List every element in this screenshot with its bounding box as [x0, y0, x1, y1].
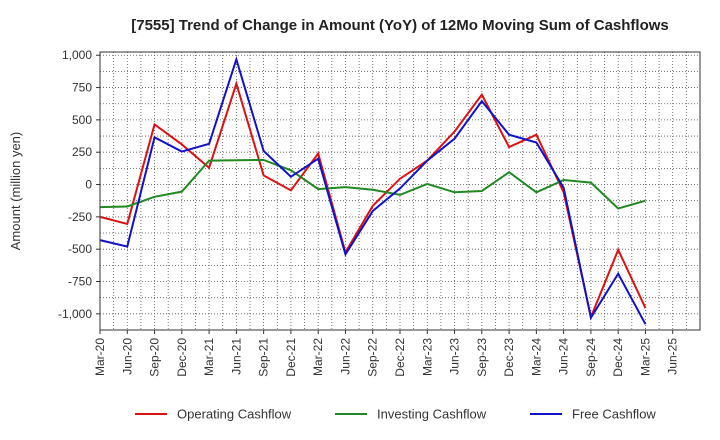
x-tick-label: Sep-24	[584, 338, 598, 377]
x-tick-label: Sep-22	[366, 338, 380, 377]
y-tick-label: 0	[85, 178, 92, 192]
series-layer	[99, 55, 647, 325]
x-tick-label: Dec-24	[611, 338, 625, 377]
x-tick-label: Dec-21	[284, 338, 298, 377]
y-axis-label: Amount (million yen)	[8, 132, 23, 251]
y-tick-label: 1,000	[62, 48, 92, 62]
x-tick-label: Sep-21	[257, 338, 271, 377]
x-tick-label: Mar-23	[420, 338, 434, 376]
x-tick-label: Jun-22	[338, 338, 352, 375]
x-tick-label: Mar-21	[202, 338, 216, 376]
x-tick-label: Mar-22	[311, 338, 325, 376]
free-cashflow-line	[99, 55, 647, 325]
x-tick-label: Jun-20	[120, 338, 134, 375]
x-ticks: Mar-20 Jun-20 Sep-20 Dec-20 Mar-21 Jun-21 Sep-…	[93, 330, 680, 377]
y-tick-label: 250	[72, 145, 92, 159]
x-tick-label: Mar-25	[638, 338, 652, 376]
x-tick-label: Jun-21	[229, 338, 243, 375]
investing-cashflow-line	[99, 158, 646, 210]
x-tick-label: Jun-25	[666, 338, 680, 375]
grid	[100, 52, 700, 330]
y-ticks: 1,000 750 500 250 0 -250 -500 -750 -1,000	[58, 48, 100, 321]
y-tick-label: -1,000	[58, 307, 92, 321]
legend: Operating Cashflow Investing Cashflow Free…	[135, 407, 656, 422]
y-tick-label: -750	[68, 275, 92, 289]
x-tick-label: Sep-20	[148, 338, 162, 377]
x-tick-label: Mar-20	[93, 338, 107, 376]
free-cashflow-legend-label: Free Cashflow	[572, 407, 656, 422]
operating-cashflow-legend-label: Operating Cashflow	[177, 407, 292, 422]
x-tick-label: Sep-23	[475, 338, 489, 377]
x-tick-label: Jun-24	[557, 338, 571, 375]
x-tick-label: Mar-24	[529, 338, 543, 376]
x-tick-label: Dec-23	[502, 338, 516, 377]
x-tick-label: Dec-20	[175, 338, 189, 377]
investing-cashflow-legend-label: Investing Cashflow	[377, 407, 487, 422]
x-tick-label: Jun-23	[448, 338, 462, 375]
y-tick-label: 500	[72, 113, 92, 127]
chart-title: [7555] Trend of Change in Amount (YoY) o…	[131, 17, 669, 34]
y-tick-label: 750	[72, 81, 92, 95]
y-tick-label: -250	[68, 210, 92, 224]
y-tick-label: -500	[68, 242, 92, 256]
x-tick-label: Dec-22	[393, 338, 407, 377]
